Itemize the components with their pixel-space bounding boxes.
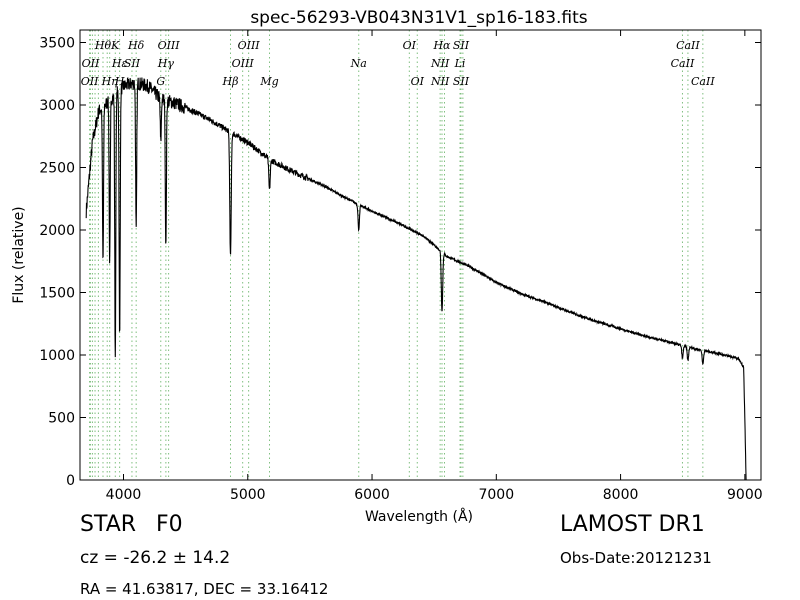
x-tick-label: 4000: [106, 487, 142, 503]
plot-frame: [79, 29, 762, 481]
object-class: STAR F0: [80, 512, 183, 537]
x-tick-label: 7000: [478, 487, 514, 503]
y-tick-label: 3000: [39, 98, 75, 114]
x-tick-label: 9000: [727, 487, 763, 503]
marker-label: CaII: [676, 39, 700, 52]
emission-line-markers: [89, 30, 704, 480]
redshift-cz: cz = -26.2 ± 14.2: [80, 548, 231, 568]
marker-label: Li: [454, 57, 466, 70]
marker-label: OIII: [232, 57, 255, 70]
x-tick-label: 8000: [603, 487, 639, 503]
marker-label: Mg: [259, 75, 278, 88]
observation-date: Obs-Date:20121231: [560, 549, 712, 567]
y-axis-label: Flux (relative): [11, 206, 27, 303]
y-tick-label: 2500: [39, 161, 75, 177]
marker-label: OII: [82, 57, 100, 70]
marker-label: G: [156, 75, 165, 88]
class-label: STAR: [80, 512, 137, 537]
marker-label: Hη: [101, 75, 119, 88]
x-axis-ticks: 4000 5000 6000 7000 8000 9000: [106, 30, 763, 503]
chart-title: spec-56293-VB043N31V1_sp16-183.fits: [250, 8, 587, 28]
y-tick-label: 3500: [39, 36, 75, 52]
y-tick-label: 2000: [39, 223, 75, 239]
emission-line-labels: OII OII Hθ Hη K Hε H SII Hδ G Hγ OIII Hβ OIII OIII Mg Na…: [81, 39, 716, 88]
marker-label: SII: [453, 39, 470, 52]
spectrum-line: [85, 76, 747, 481]
y-tick-label: 0: [66, 473, 75, 489]
y-axis-ticks: 0 500 1000 1500 2000 2500 3000 3500: [39, 36, 761, 489]
marker-label: Hδ: [127, 39, 145, 52]
ra-dec-coordinates: RA = 41.63817, DEC = 33.16412: [80, 580, 329, 598]
subclass-label: F0: [156, 512, 183, 537]
x-axis-label: Wavelength (Å): [365, 508, 473, 525]
marker-label: OI: [411, 75, 425, 88]
marker-label: Na: [350, 57, 367, 70]
marker-label: Hα: [432, 39, 451, 52]
y-tick-label: 1000: [39, 348, 75, 364]
marker-label: OIII: [158, 39, 181, 52]
survey-name: LAMOST DR1: [560, 512, 705, 537]
x-tick-label: 5000: [230, 487, 266, 503]
marker-label: SII: [124, 57, 141, 70]
marker-label: SII: [453, 75, 470, 88]
marker-label: NII: [430, 75, 450, 88]
marker-label: K: [110, 39, 120, 52]
y-tick-label: 1500: [39, 286, 75, 302]
marker-label: OII: [81, 75, 99, 88]
marker-label: Hβ: [222, 75, 239, 88]
y-tick-label: 500: [48, 411, 75, 427]
marker-label: NII: [430, 57, 450, 70]
x-tick-label: 6000: [354, 487, 390, 503]
marker-label: OI: [403, 39, 417, 52]
marker-label: CaII: [691, 75, 715, 88]
marker-label: Hγ: [157, 57, 175, 70]
marker-label: CaII: [671, 57, 695, 70]
marker-label: Hθ: [94, 39, 112, 52]
marker-label: H: [114, 75, 125, 88]
marker-label: OIII: [238, 39, 261, 52]
marker-label: Hε: [111, 57, 128, 70]
